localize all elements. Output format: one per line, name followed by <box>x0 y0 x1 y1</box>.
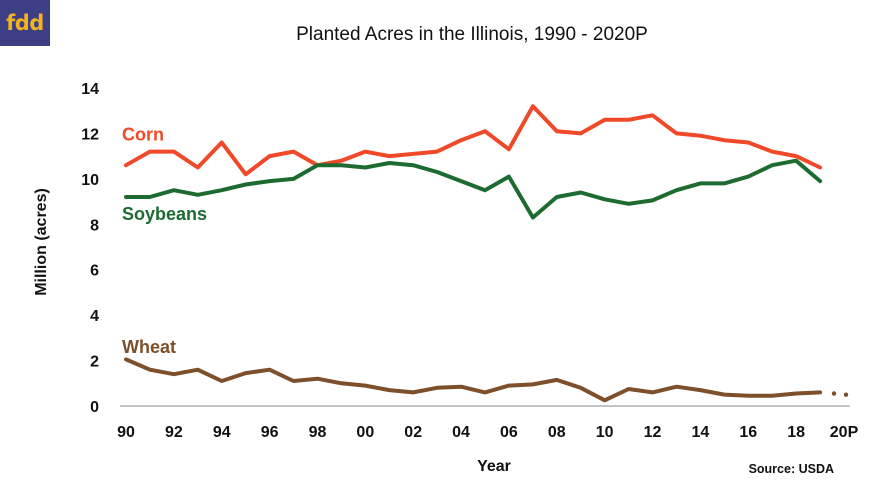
x-tick-label: 00 <box>356 424 374 441</box>
series-line-soybeans <box>124 158 823 220</box>
y-tick-label: 12 <box>81 126 99 143</box>
x-tick-label: 06 <box>500 424 518 441</box>
series-lines <box>124 104 849 403</box>
legend-label-soybeans: Soybeans <box>122 204 207 224</box>
x-tick-label: 20P <box>830 424 859 441</box>
x-axis-label: Year <box>477 458 511 475</box>
y-tick-label: 14 <box>81 81 99 98</box>
x-tick-label: 10 <box>596 424 614 441</box>
x-tick-label: 08 <box>548 424 566 441</box>
y-tick-label: 6 <box>90 263 99 280</box>
y-axis-label: Million (acres) <box>33 188 50 296</box>
source-note: Source: USDA <box>749 462 834 476</box>
y-tick-label: 10 <box>81 172 99 189</box>
x-tick-label: 94 <box>213 424 231 441</box>
y-tick-label: 4 <box>90 308 99 325</box>
x-tick-label: 16 <box>739 424 757 441</box>
x-tick-label: 96 <box>261 424 279 441</box>
legend-label-corn: Corn <box>122 124 164 144</box>
y-axis-ticks: 0 2 4 6 8 10 12 14 <box>81 81 99 416</box>
chart-title: Planted Acres in the Illinois, 1990 - 20… <box>296 24 648 45</box>
fdd-logo: fdd <box>0 0 50 46</box>
x-tick-label: 98 <box>309 424 327 441</box>
x-axis-ticks: 90 92 94 96 98 00 02 04 06 08 10 12 14 16 18 20P <box>117 424 858 441</box>
y-tick-label: 2 <box>90 354 99 371</box>
legend-label-wheat: Wheat <box>122 337 176 357</box>
y-tick-label: 8 <box>90 217 99 234</box>
x-tick-label: 04 <box>452 424 470 441</box>
x-tick-label: 92 <box>165 424 183 441</box>
wheat-projection-dot <box>843 392 849 397</box>
series-line-corn <box>124 104 823 177</box>
x-tick-label: 18 <box>787 424 805 441</box>
x-tick-label: 14 <box>692 424 710 441</box>
wheat-projection-dot <box>831 391 837 396</box>
x-tick-label: 02 <box>404 424 422 441</box>
logo-text: fdd <box>6 11 44 35</box>
series-line-wheat <box>124 357 823 403</box>
series-labels: Corn Soybeans Wheat <box>122 124 207 356</box>
x-tick-label: 90 <box>117 424 135 441</box>
y-tick-label: 0 <box>90 399 99 416</box>
x-tick-label: 12 <box>644 424 662 441</box>
